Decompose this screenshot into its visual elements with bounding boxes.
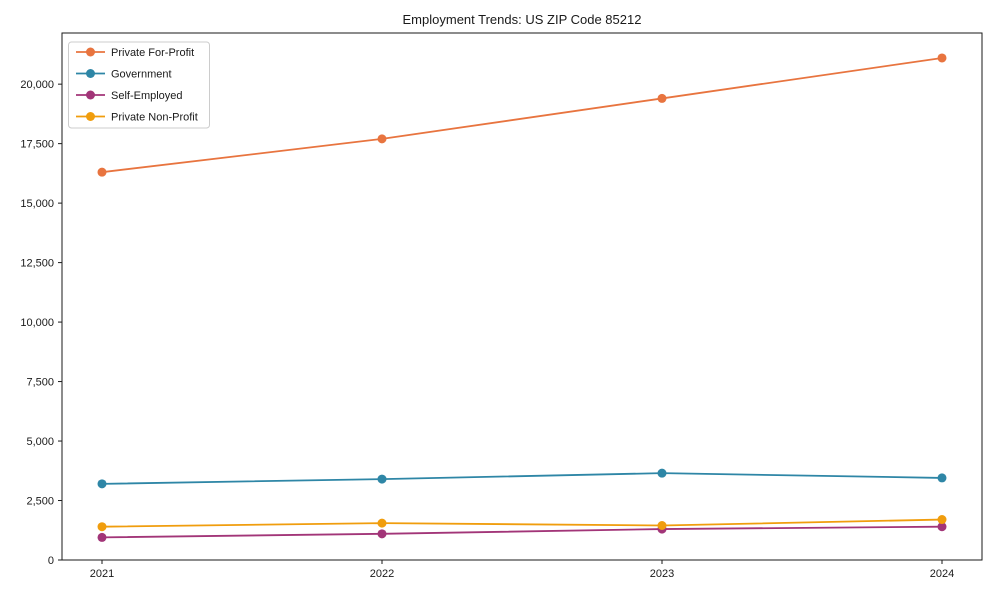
data-point-marker [97, 522, 107, 532]
y-tick-label: 2,500 [26, 495, 54, 507]
data-point-marker [937, 515, 947, 525]
series-line [101, 472, 943, 485]
data-point-marker [657, 93, 667, 103]
legend-sample-marker [86, 47, 95, 57]
y-tick-label: 5,000 [26, 436, 54, 448]
series-line [101, 57, 943, 174]
plot-area [61, 32, 983, 561]
legend-label: Private For-Profit [111, 47, 194, 59]
legend: Private For-Profit Government Self-Employe… [68, 41, 210, 129]
y-tick-label: 7,500 [26, 376, 54, 388]
series-line [101, 525, 943, 539]
y-tick-label: 0 [48, 555, 54, 567]
data-point-marker [937, 473, 947, 483]
data-point-marker [937, 522, 947, 532]
series-line [101, 518, 943, 528]
x-tick-label: 2024 [930, 568, 954, 580]
y-tick-label: 10,000 [20, 317, 54, 329]
x-axis: 2021 2022 2023 2024 [90, 560, 954, 580]
legend-label: Government [111, 69, 172, 81]
legend-label: Self-Employed [111, 90, 183, 102]
y-tick-label: 17,500 [20, 138, 54, 150]
legend-sample-marker [86, 112, 95, 121]
data-point-marker [937, 53, 947, 63]
data-point-marker [97, 532, 107, 542]
data-point-marker [97, 167, 107, 177]
legend-sample-marker [86, 69, 95, 78]
data-point-marker [377, 529, 387, 539]
x-tick-label: 2021 [90, 568, 114, 580]
legend-label: Private Non-Profit [111, 112, 198, 124]
legend-box [68, 41, 210, 129]
legend-sample-marker [86, 90, 95, 100]
data-point-marker [97, 479, 107, 489]
data-point-marker [377, 518, 387, 528]
x-tick-label: 2022 [370, 568, 394, 580]
y-tick-label: 20,000 [20, 79, 54, 91]
y-axis: 0 2,500 5,000 7,500 10,000 12,500 15,000 17,500… [20, 79, 62, 567]
x-tick-label: 2023 [650, 568, 674, 580]
y-tick-label: 15,000 [20, 198, 54, 210]
data-point-marker [657, 521, 667, 531]
data-point-marker [657, 468, 667, 478]
plot-frame [61, 32, 983, 561]
data-point-marker [377, 134, 387, 144]
data-point-marker [377, 474, 387, 484]
data-series [97, 53, 947, 542]
chart-title: Employment Trends: US ZIP Code 85212 [403, 12, 642, 27]
y-tick-label: 12,500 [20, 257, 54, 269]
